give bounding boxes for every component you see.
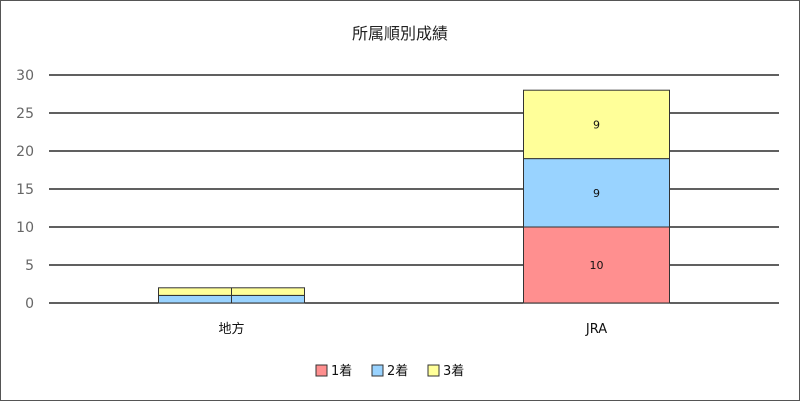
legend-swatch [315,364,328,377]
y-tick-label: 10 [16,220,34,236]
y-axis-ticks: 0 5 10 15 20 25 30 [16,68,34,312]
y-tick-label: 0 [25,296,34,312]
category-labels: 地方 JRA [218,321,607,337]
category-label: JRA [585,322,607,337]
legend-swatch [427,364,440,377]
y-tick-label: 5 [25,258,34,274]
bar-segment [523,226,670,304]
category-label: 地方 [218,321,244,337]
legend-swatch [371,364,384,377]
gridlines [49,74,779,304]
y-tick-label: 15 [16,182,34,198]
legend-label: 2着 [387,363,408,379]
chart-title: 所属順別成績 [352,24,448,43]
bar-segment [523,89,670,160]
data-label: 10 [590,259,604,272]
data-label: 9 [593,118,600,131]
y-tick-label: 30 [16,68,34,84]
y-tick-label: 20 [16,144,34,160]
legend-label: 1着 [331,363,352,379]
legend: 1着 2着 3着 [315,363,464,379]
y-tick-label: 25 [16,106,34,122]
bar-segment [523,158,670,228]
data-label: 9 [593,187,600,200]
legend-label: 3着 [443,363,464,379]
bars: 10 9 9 [158,89,670,304]
